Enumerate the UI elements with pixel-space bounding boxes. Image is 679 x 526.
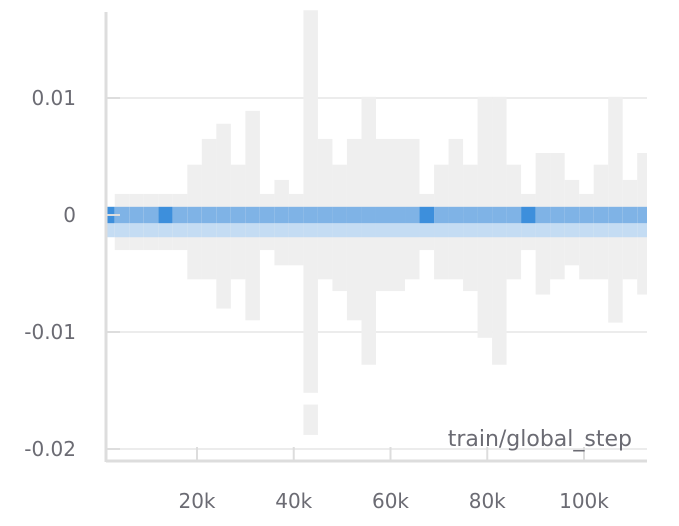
histogram-bin-light [361, 223, 376, 238]
y-tick-label: -0.02 [24, 437, 76, 461]
histogram-bin-center [405, 206, 420, 224]
histogram-bin-center [274, 206, 289, 224]
histogram-bin-light [434, 223, 449, 238]
histogram-bin-light [579, 223, 594, 238]
histogram-bin-spread [303, 10, 318, 393]
histogram-bin-light [622, 223, 638, 238]
histogram-bin-light [317, 223, 333, 238]
x-tick-label: 20k [178, 489, 215, 513]
histogram-bin-center [419, 206, 435, 224]
y-tick-labels: 0.01 0 -0.01 -0.02 [24, 86, 120, 461]
x-tick-label: 80k [469, 489, 506, 513]
histogram-bin-center [332, 206, 347, 224]
histogram-bin-center [477, 206, 493, 224]
histogram-bin-center [506, 206, 522, 224]
histogram-bin-light [463, 223, 478, 238]
histogram-bin-center [593, 206, 609, 224]
histogram-bin-center [579, 206, 594, 224]
histogram-bin-light [477, 223, 493, 238]
histogram-bin-light [172, 223, 188, 238]
histogram-bin-light [201, 223, 217, 238]
histogram-bin-light [129, 223, 144, 238]
histogram-bin-center [259, 206, 275, 224]
histogram-bin-light [375, 223, 391, 238]
histogram-bin-light [564, 223, 580, 238]
histogram-bin-light [216, 223, 231, 238]
histogram-bin-light [288, 223, 304, 238]
histogram-bin-light [405, 223, 420, 238]
histogram-bin-center [346, 206, 362, 224]
histogram-bin-center [158, 206, 173, 224]
histogram-bin-outlier [303, 404, 318, 435]
histogram-bin-center [637, 206, 647, 224]
histogram-bin-center [390, 206, 406, 224]
x-tick-label: 100k [559, 489, 609, 513]
histogram-bins [106, 10, 647, 435]
histogram-bin-light [259, 223, 275, 238]
histogram-bin-light [274, 223, 289, 238]
x-axis-label: train/global_step [448, 427, 632, 452]
histogram-bin-center [230, 206, 246, 224]
histogram-bin-center [463, 206, 478, 224]
histogram-bin-center [317, 206, 333, 224]
histogram-bin-center [550, 206, 565, 224]
histogram-bin-center [245, 206, 260, 224]
histogram-bin-light [492, 223, 507, 238]
histogram-bin-light [637, 223, 647, 238]
histogram-bin-center [434, 206, 449, 224]
y-tick-label: 0 [63, 203, 76, 227]
histogram-bin-light [245, 223, 260, 238]
histogram-bin-light [535, 223, 551, 238]
histogram-bin-center [448, 206, 464, 224]
histogram-bin-light [390, 223, 406, 238]
x-tick-labels: 20k 40k 60k 80k 100k [178, 447, 609, 513]
histogram-bin-center [288, 206, 304, 224]
histogram-bin-center [535, 206, 551, 224]
histogram-bin-center [201, 206, 217, 224]
histogram-bin-light [346, 223, 362, 238]
histogram-bin-light [332, 223, 347, 238]
histogram-bin-center [361, 206, 376, 224]
histogram-bin-center [564, 206, 580, 224]
y-tick-label: 0.01 [31, 86, 76, 110]
histogram-bin-center [608, 206, 623, 224]
x-tick-label: 60k [372, 489, 409, 513]
histogram-bin-light [114, 223, 130, 238]
histogram-bin-center [492, 206, 507, 224]
histogram-bin-center [216, 206, 231, 224]
histogram-bin-light [419, 223, 435, 238]
histogram-bin-light [521, 223, 536, 238]
histogram-bin-center [521, 206, 536, 224]
histogram-bin-light [550, 223, 565, 238]
histogram-bin-light [158, 223, 173, 238]
y-tick-label: -0.01 [24, 320, 76, 344]
histogram-bin-light [608, 223, 623, 238]
histogram-bin-center [114, 206, 130, 224]
x-tick-label: 40k [275, 489, 312, 513]
histogram-bin-light [187, 223, 202, 238]
histogram-bin-center [303, 206, 318, 224]
histogram-bin-center [375, 206, 391, 224]
histogram-bin-center [129, 206, 144, 224]
histogram-bin-light [506, 223, 522, 238]
histogram-bin-light [106, 223, 115, 238]
histogram-bin-light [593, 223, 609, 238]
histogram-bin-center [172, 206, 188, 224]
histogram-bin-light [230, 223, 246, 238]
histogram-bin-center [187, 206, 202, 224]
histogram-bin-light [143, 223, 159, 238]
histogram-bin-light [303, 223, 318, 238]
histogram-bin-center [143, 206, 159, 224]
histogram-bin-center [622, 206, 638, 224]
histogram-bin-light [448, 223, 464, 238]
